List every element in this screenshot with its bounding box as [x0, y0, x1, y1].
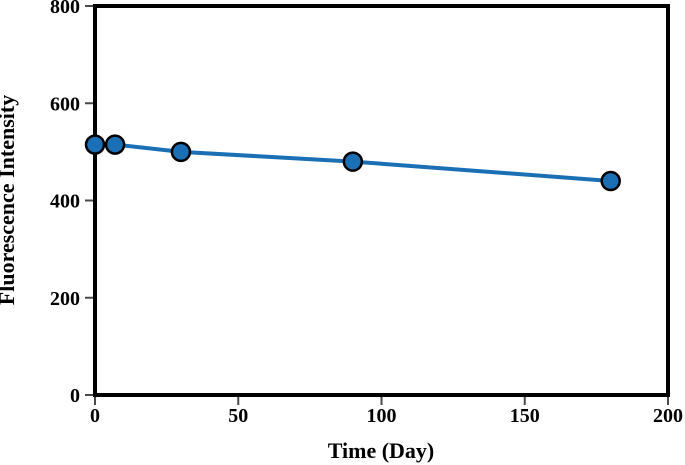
x-tick-label: 200	[653, 405, 683, 427]
y-tick-label: 600	[50, 93, 80, 115]
x-tick-label: 150	[510, 405, 540, 427]
data-point	[170, 141, 192, 163]
y-axis-ticks: 0 200 400 600 800	[50, 0, 93, 407]
plot-border	[93, 4, 670, 397]
x-axis-ticks: 0 50 100 150 200	[90, 397, 683, 427]
data-point	[600, 170, 621, 192]
data-point	[342, 151, 364, 172]
x-tick-label: 0	[90, 405, 100, 427]
y-tick-label: 200	[50, 288, 80, 310]
x-tick-label: 50	[228, 405, 248, 427]
y-axis-title: Fluorescence Intensity	[0, 95, 19, 305]
y-tick-label: 400	[50, 191, 80, 213]
x-axis-title: Time (Day)	[328, 438, 435, 463]
y-tick-label: 800	[50, 0, 80, 18]
data-series	[84, 134, 621, 192]
data-point	[84, 134, 106, 155]
x-tick-label: 100	[367, 405, 397, 427]
y-tick-label: 0	[70, 385, 80, 407]
data-point	[104, 134, 126, 155]
